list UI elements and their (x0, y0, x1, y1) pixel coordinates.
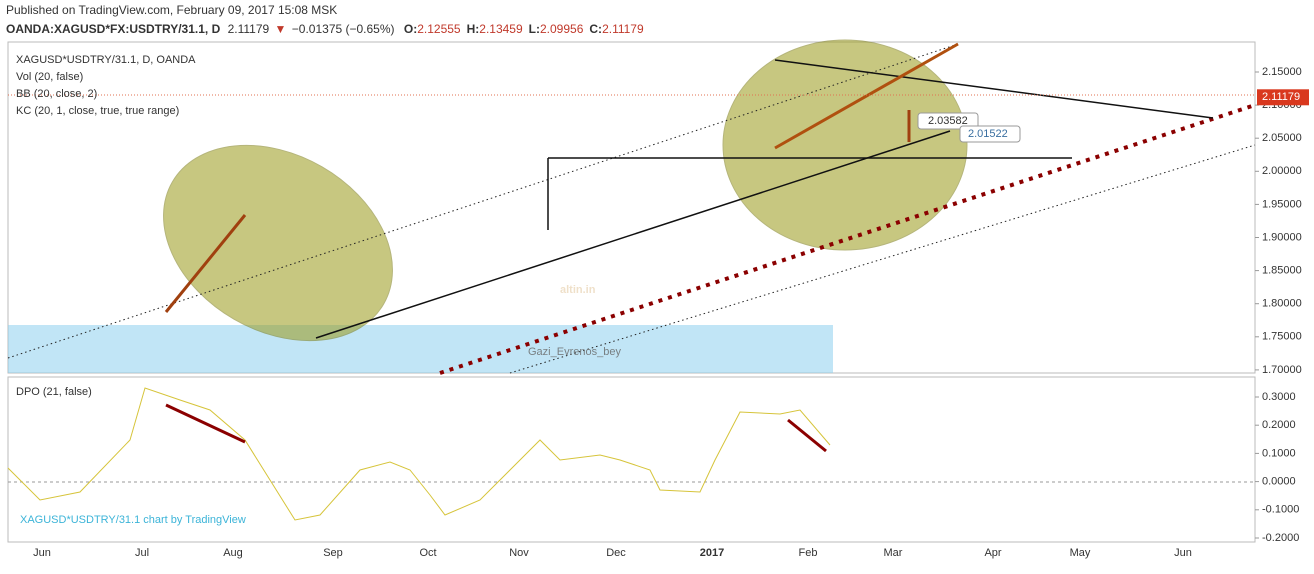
pane-title: DPO (21, false) (16, 386, 92, 398)
channel-line (7, 43, 959, 359)
y-tick-label: 0.0000 (1262, 476, 1296, 488)
highlight-ellipse (163, 144, 393, 342)
annotation-box (917, 112, 979, 130)
y-tick-label: 1.90000 (1262, 231, 1302, 243)
indicator: BB (20, close, 2) (16, 88, 97, 100)
y-tick-label: -0.1000 (1262, 504, 1299, 516)
change: −0.01375 (−0.65%) (292, 22, 395, 36)
published: Published on TradingView.com, February 0… (6, 3, 337, 17)
ohlc-label: C: (589, 22, 602, 36)
volume-area (8, 325, 833, 373)
last-price-tag (1257, 89, 1309, 106)
y-tick-label: 0.2000 (1262, 419, 1296, 431)
y-tick-label: 2.00000 (1262, 165, 1302, 177)
annotation-box (959, 125, 1021, 143)
symbol-line: OANDA:XAGUSD*FX:USDTRY/31.1, D 2.11179 ▼… (6, 22, 644, 36)
support-line (439, 103, 1256, 375)
trend-line (774, 59, 1214, 119)
x-tick-label: 2017 (700, 547, 724, 559)
ohlc-label: L: (529, 22, 540, 36)
ohlc-value: 2.12555 (417, 22, 461, 36)
x-tick-label: Apr (984, 547, 1001, 559)
drawn-line (787, 418, 827, 453)
x-tick-label: Mar (884, 547, 903, 559)
indicator: Vol (20, false) (16, 71, 83, 83)
y-tick-label: 1.70000 (1262, 364, 1302, 376)
y-tick-label: 2.15000 (1262, 66, 1302, 78)
y-tick-label: 2.05000 (1262, 132, 1302, 144)
x-tick-label: Jun (33, 547, 51, 559)
y-tick-label: 0.1000 (1262, 447, 1296, 459)
channel-line (509, 144, 1256, 374)
annotation: 2.01522 (968, 128, 1008, 140)
highlight-ellipse (722, 39, 968, 251)
x-tick-label: May (1070, 547, 1091, 559)
x-tick-label: Sep (323, 547, 343, 559)
annotation: 2.03582 (928, 115, 968, 127)
drawn-line (164, 214, 247, 313)
y-tick-label: 1.95000 (1262, 198, 1302, 210)
indicator: KC (20, 1, close, true, true range) (16, 105, 179, 117)
x-tick-label: Feb (799, 547, 818, 559)
x-tick-label: Oct (419, 547, 436, 559)
ohlc-value: 2.09956 (540, 22, 584, 36)
drawn-line (165, 403, 246, 444)
ohlc-value: 2.13459 (479, 22, 523, 36)
dpo-pane (7, 376, 1256, 543)
x-tick-label: Jul (135, 547, 149, 559)
dpo-line (7, 387, 831, 521)
price: 2.11179 (228, 22, 270, 36)
x-tick-label: Dec (606, 547, 626, 559)
x-tick-label: Aug (223, 547, 243, 559)
watermark: Gazi_Evrenos_bey (528, 346, 621, 358)
ohlc-value: 2.11179 (602, 22, 644, 36)
ohlc-label: O: (404, 22, 417, 36)
symbol: OANDA:XAGUSD*FX:USDTRY/31.1, D (6, 22, 221, 36)
y-tick-label: 1.85000 (1262, 265, 1302, 277)
y-tick-label: -0.2000 (1262, 532, 1299, 544)
ohlc-label: H: (467, 22, 480, 36)
pane-title: XAGUSD*USDTRY/31.1, D, OANDA (16, 54, 196, 66)
drawn-line (774, 42, 959, 150)
x-tick-label: Jun (1174, 547, 1192, 559)
y-tick-label: 1.80000 (1262, 298, 1302, 310)
x-tick-label: Nov (509, 547, 529, 559)
caption: XAGUSD*USDTRY/31.1 chart by TradingView (20, 514, 246, 526)
down-arrow: ▼ (275, 22, 287, 36)
trend-line (315, 130, 951, 339)
y-tick-label: 0.3000 (1262, 391, 1296, 403)
y-tick-label: 1.75000 (1262, 331, 1302, 343)
last-price-label: 2.11179 (1262, 91, 1300, 103)
watermark: altin.in (560, 284, 596, 296)
